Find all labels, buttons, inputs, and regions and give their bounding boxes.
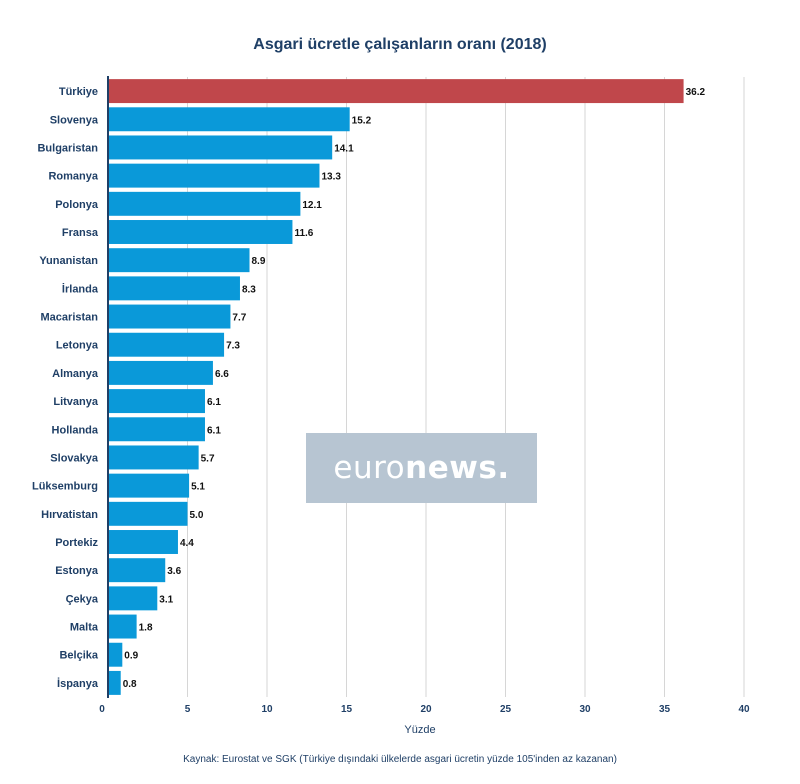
value-label: 7.7 — [232, 313, 246, 324]
euronews-watermark: euro news. — [306, 433, 537, 503]
category-label: Hırvatistan — [41, 509, 98, 521]
category-label: Estonya — [55, 565, 99, 577]
value-label: 8.9 — [252, 256, 266, 267]
category-label: Malta — [70, 622, 99, 634]
x-tick-label: 25 — [500, 704, 512, 715]
x-tick-label: 20 — [420, 704, 432, 715]
value-label: 3.6 — [167, 566, 181, 577]
x-tick-label: 15 — [341, 704, 353, 715]
bar — [108, 163, 320, 188]
value-label: 6.1 — [207, 397, 221, 408]
category-label: Portekiz — [55, 537, 98, 549]
bar — [108, 473, 190, 498]
x-tick-label: 5 — [185, 704, 191, 715]
bar — [108, 417, 205, 442]
category-label: Slovakya — [50, 452, 99, 464]
value-label: 0.8 — [123, 679, 137, 690]
bar — [108, 670, 121, 695]
value-label: 12.1 — [302, 200, 322, 211]
bar — [108, 191, 301, 216]
bar — [108, 304, 231, 329]
category-label: Türkiye — [59, 86, 98, 98]
bar — [108, 558, 166, 583]
bars — [108, 79, 684, 695]
category-label: Macaristan — [41, 312, 99, 324]
value-label: 15.2 — [352, 115, 372, 126]
category-label: Slovenya — [50, 114, 99, 126]
category-label: Belçika — [59, 650, 98, 662]
value-label: 6.1 — [207, 425, 221, 436]
x-tick-label: 0 — [99, 704, 105, 715]
value-label: 7.3 — [226, 341, 240, 352]
value-label: 6.6 — [215, 369, 229, 380]
watermark-bold-text: news. — [405, 450, 510, 486]
value-label: 36.2 — [686, 87, 706, 98]
bar — [108, 107, 350, 132]
bar — [108, 501, 188, 526]
bar — [108, 135, 333, 160]
value-label: 5.0 — [190, 510, 204, 521]
bar — [108, 360, 213, 385]
bar — [108, 614, 137, 639]
category-label: Lüksemburg — [32, 481, 98, 493]
category-label: Almanya — [52, 368, 99, 380]
bar — [108, 642, 123, 667]
value-label: 14.1 — [334, 143, 354, 154]
bar — [108, 276, 240, 301]
value-label: 5.7 — [201, 453, 215, 464]
category-labels: Türkiye Slovenya Bulgaristan Romanya Polonya… — [32, 86, 99, 690]
x-tick-labels: 0 5 10 15 20 25 30 35 40 — [99, 704, 750, 715]
category-label: Romanya — [48, 171, 98, 183]
category-label: Hollanda — [52, 424, 99, 436]
bar — [108, 332, 225, 357]
bar — [108, 445, 199, 470]
source-note: Kaynak: Eurostat ve SGK (Türkiye dışında… — [183, 754, 617, 765]
value-label: 4.4 — [180, 538, 194, 549]
category-label: İspanya — [57, 677, 99, 690]
x-tick-label: 30 — [579, 704, 591, 715]
chart-title: Asgari ücretle çalışanların oranı (2018) — [253, 36, 547, 53]
value-label: 3.1 — [159, 594, 173, 605]
category-label: Bulgaristan — [37, 142, 98, 154]
value-label: 1.8 — [139, 623, 153, 634]
category-label: Yunanistan — [39, 255, 98, 267]
bar — [108, 389, 205, 414]
value-label: 0.9 — [124, 651, 138, 662]
category-label: Çekya — [66, 593, 99, 605]
x-tick-label: 35 — [659, 704, 671, 715]
gridlines — [187, 77, 745, 697]
category-label: Polonya — [55, 199, 99, 211]
x-tick-label: 40 — [738, 704, 750, 715]
category-label: İrlanda — [62, 282, 99, 295]
bar — [108, 530, 178, 554]
value-labels: 36.2 15.2 14.1 13.3 12.1 11.6 8.9 8.3 7.7 7.3 6.6 6… — [123, 87, 706, 690]
watermark-light-text: euro — [333, 450, 406, 486]
bar — [108, 220, 293, 244]
x-axis-title: Yüzde — [404, 724, 435, 736]
bar — [108, 79, 684, 104]
category-label: Litvanya — [53, 396, 99, 408]
x-tick-label: 10 — [261, 704, 273, 715]
value-label: 5.1 — [191, 482, 205, 493]
value-label: 8.3 — [242, 284, 256, 295]
value-label: 13.3 — [321, 172, 341, 183]
bar — [108, 586, 158, 611]
category-label: Letonya — [56, 340, 99, 352]
bar — [108, 248, 250, 273]
value-label: 11.6 — [294, 228, 313, 239]
category-label: Fransa — [62, 227, 99, 239]
